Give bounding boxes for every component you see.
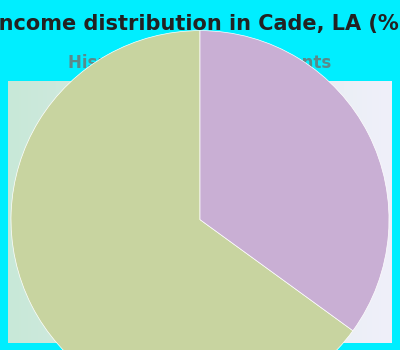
Text: Hispanic or Latino residents: Hispanic or Latino residents (68, 54, 332, 72)
Wedge shape (200, 31, 389, 331)
Text: $125k: $125k (0, 349, 1, 350)
Text: City-Data.com: City-Data.com (230, 105, 339, 119)
Wedge shape (11, 31, 353, 350)
Text: Income distribution in Cade, LA (%): Income distribution in Cade, LA (%) (0, 14, 400, 34)
Text: $50k: $50k (0, 349, 1, 350)
